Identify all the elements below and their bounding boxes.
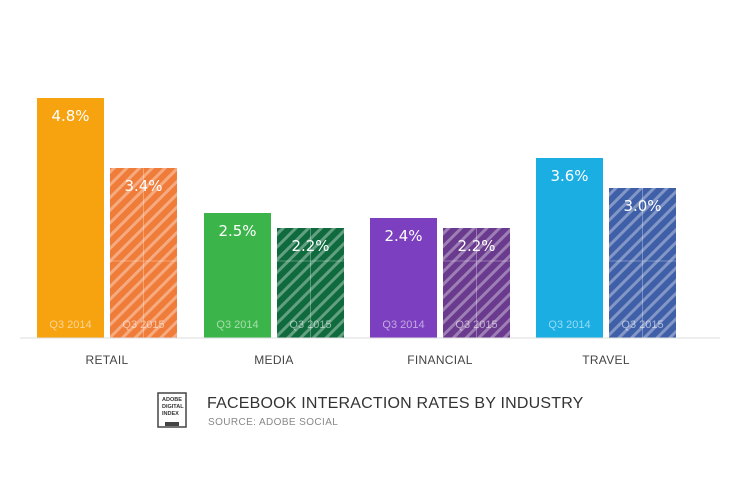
- value-label-media-q3-2015: 2.2%: [291, 237, 329, 255]
- category-label-travel: TRAVEL: [582, 353, 630, 367]
- value-label-travel-q3-2014: 3.6%: [550, 167, 588, 185]
- bar-hatch-financial-q3-2015: [443, 228, 510, 338]
- category-label-retail: RETAIL: [86, 353, 129, 367]
- series-label-financial-q3-2014: Q3 2014: [382, 319, 424, 331]
- bar-financial-q3-2014: [370, 218, 437, 338]
- value-label-travel-q3-2015: 3.0%: [623, 197, 661, 215]
- category-labels: RETAIL MEDIA FINANCIAL TRAVEL: [86, 353, 630, 367]
- series-label-media-q3-2014: Q3 2014: [216, 319, 258, 331]
- bar-hatch-travel-q3-2015: [609, 188, 676, 338]
- bar-travel-q3-2014: [536, 158, 603, 338]
- adobe-digital-index-logo: ADOBE DIGITAL INDEX: [157, 392, 187, 428]
- series-label-financial-q3-2015: Q3 2015: [455, 319, 497, 331]
- value-label-retail-q3-2014: 4.8%: [51, 107, 89, 125]
- series-label-retail-q3-2015: Q3 2015: [122, 319, 164, 331]
- bar-retail-q3-2014: [37, 98, 104, 338]
- logo-line-3: INDEX: [162, 411, 179, 417]
- chart-title: FACEBOOK INTERACTION RATES BY INDUSTRY: [207, 395, 584, 412]
- value-label-financial-q3-2015: 2.2%: [457, 237, 495, 255]
- value-label-retail-q3-2015: 3.4%: [124, 177, 162, 195]
- series-label-travel-q3-2015: Q3 2015: [621, 319, 663, 331]
- series-label-media-q3-2015: Q3 2015: [289, 319, 331, 331]
- series-label-retail-q3-2014: Q3 2014: [49, 319, 91, 331]
- bar-hatch-retail-q3-2015: [110, 168, 177, 338]
- category-label-media: MEDIA: [254, 353, 294, 367]
- bar-hatch-media-q3-2015: [277, 228, 344, 338]
- category-label-financial: FINANCIAL: [407, 353, 472, 367]
- bar-media-q3-2014: [204, 213, 271, 338]
- value-label-media-q3-2014: 2.5%: [218, 222, 256, 240]
- bars-group: 4.8% Q3 2014 3.4% Q3 2015 2.5% Q3 2014 2.2% Q3 …: [37, 98, 676, 338]
- value-label-financial-q3-2014: 2.4%: [384, 227, 422, 245]
- logo-line-1: ADOBE: [162, 397, 182, 403]
- logo-line-2: DIGITAL: [162, 404, 184, 410]
- chart-subtitle: SOURCE: ADOBE SOCIAL: [208, 417, 338, 428]
- series-label-travel-q3-2014: Q3 2014: [548, 319, 590, 331]
